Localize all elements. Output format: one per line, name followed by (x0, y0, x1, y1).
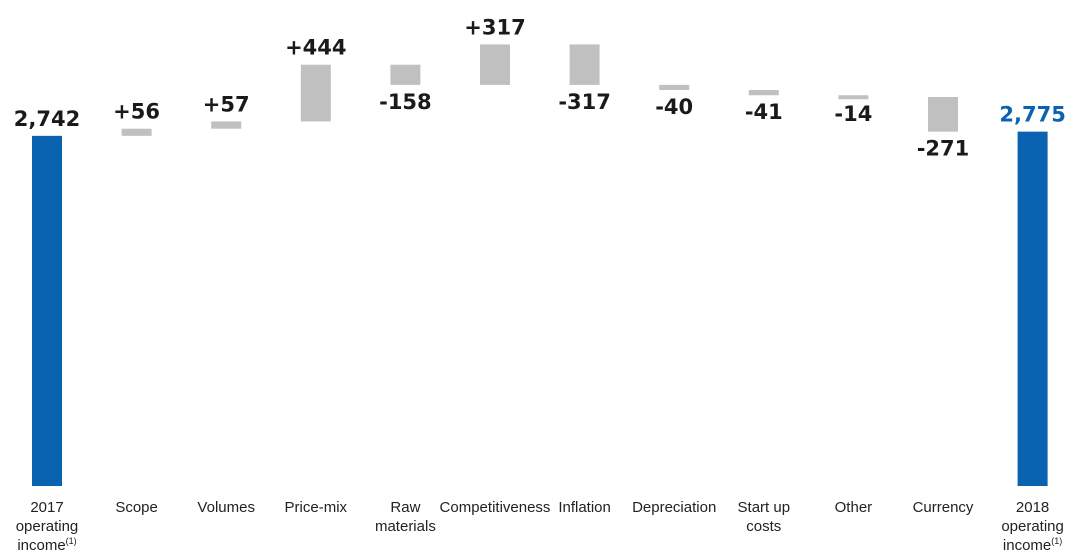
delta-bar (659, 84, 690, 91)
category-label: Other (835, 499, 873, 516)
delta-bar (569, 44, 600, 85)
delta-bar (211, 121, 242, 129)
category-labels-layer: 2017 operating income(1) Scope Volumes Price-… (16, 499, 1064, 554)
total-bar (32, 135, 62, 486)
value-label: 2,742 (14, 107, 80, 131)
value-label: +56 (113, 100, 160, 124)
value-label: -41 (745, 100, 783, 124)
value-label: +444 (285, 36, 346, 60)
total-bar (1017, 131, 1048, 486)
category-label: Price-mix (285, 499, 348, 516)
value-label: -317 (558, 90, 611, 114)
delta-bar (390, 64, 421, 85)
value-label: -271 (917, 137, 970, 161)
value-label: +57 (203, 92, 250, 116)
delta-bar (121, 128, 152, 136)
delta-bar (300, 64, 331, 122)
value-label: 2,775 (999, 103, 1065, 127)
category-label: Currency (913, 499, 974, 516)
delta-bar (838, 95, 869, 100)
category-label: 2018 operating income(1) (1001, 499, 1064, 554)
category-label: Volumes (197, 499, 255, 516)
value-label: -14 (834, 102, 872, 126)
category-label: Depreciation (632, 499, 716, 516)
value-label: -158 (379, 90, 432, 114)
value-label: -40 (655, 95, 693, 119)
delta-bar (748, 90, 779, 96)
delta-bar (928, 97, 958, 132)
category-label: Inflation (558, 499, 611, 516)
category-label: Raw materials (375, 499, 436, 535)
bars-layer (32, 44, 1048, 486)
category-label: Scope (115, 499, 158, 516)
value-labels-layer: 2,742 +56 +57 +444 -158 +317 -317 -40 -41 -14 -271… (14, 15, 1066, 160)
delta-bar (480, 44, 510, 85)
category-label: Start up costs (738, 499, 791, 535)
category-label: 2017 operating income(1) (16, 499, 79, 554)
value-label: +317 (464, 15, 525, 39)
category-label: Competitiveness (440, 499, 551, 516)
